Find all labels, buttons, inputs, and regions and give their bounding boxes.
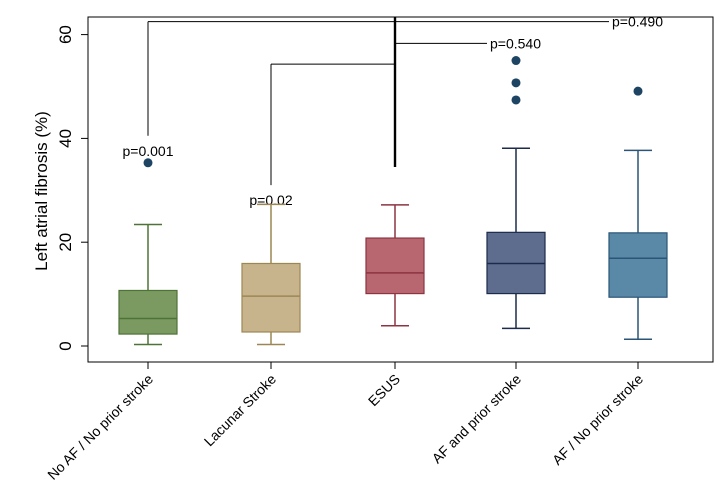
outlier-point [511,56,521,66]
y-tick-label: 60 [56,25,75,44]
y-tick-label: 20 [56,233,75,252]
box-4 [608,86,668,369]
box-iqr [365,237,425,295]
y-tick-label: 40 [56,129,75,148]
box-iqr [241,262,301,333]
outlier-point [143,158,153,168]
outlier-point [633,86,643,96]
p-value-label: p=0.490 [612,14,663,30]
y-axis: 0 20 40 60 [56,17,89,362]
comparison-2: p=0.540 [395,35,541,51]
p-value-label: p=0.540 [490,35,541,51]
box-iqr [118,289,178,335]
y-tick-label: 0 [56,341,75,350]
p-value-label: p=0.001 [123,143,174,159]
comparison-0: p=0.001 [123,21,395,159]
outlier-point [511,95,521,105]
box-3 [486,56,546,369]
box-0 [118,158,178,369]
y-axis-label: Left atrial fibrosis (%) [32,111,51,271]
outlier-point [511,78,521,88]
comparison-3: p=0.490 [395,14,663,30]
box-1 [241,203,301,369]
box-2 [365,204,425,369]
box-series [118,56,668,369]
box-iqr [608,232,668,298]
